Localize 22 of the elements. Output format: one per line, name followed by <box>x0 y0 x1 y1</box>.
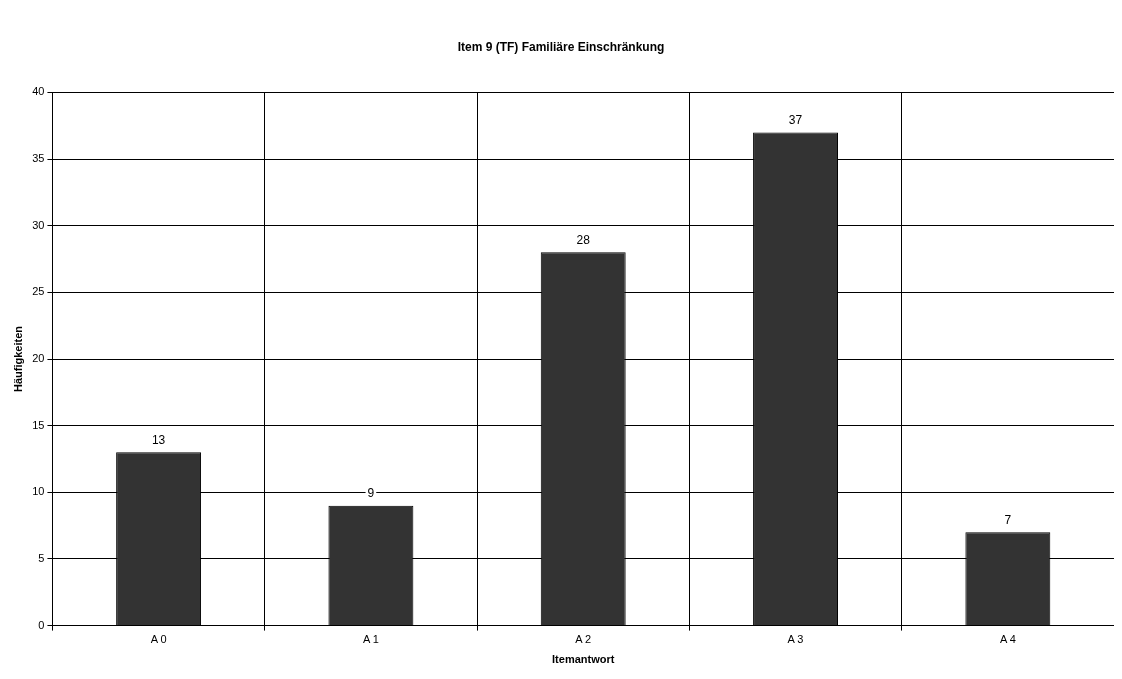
y-tick-label: 30 <box>32 218 45 231</box>
y-tick-label: 40 <box>32 85 45 98</box>
y-tick-label: 0 <box>38 618 45 631</box>
data-label: 37 <box>788 112 803 127</box>
x-tick-label: A 1 <box>362 633 379 646</box>
x-tick-label: A 0 <box>150 633 167 646</box>
x-axis-title: Itemantwort <box>552 653 615 666</box>
y-tick-label: 25 <box>32 285 45 298</box>
y-tick-label: 35 <box>32 152 45 165</box>
y-tick-label: 10 <box>32 485 45 498</box>
data-label: 9 <box>367 485 375 500</box>
data-label: 13 <box>151 432 166 447</box>
x-tick-label: A 4 <box>999 633 1016 646</box>
data-label: 7 <box>1004 512 1012 527</box>
chart-title: Item 9 (TF) Familiäre Einschränkung <box>457 39 665 54</box>
y-tick-label: 5 <box>38 551 45 564</box>
data-label: 28 <box>576 232 591 247</box>
y-tick-label: 15 <box>32 418 45 431</box>
x-tick-label: A 2 <box>575 633 592 646</box>
y-axis-title: Häufigkeiten <box>11 325 24 393</box>
y-tick-label: 20 <box>32 352 45 365</box>
x-tick-label: A 3 <box>787 633 804 646</box>
